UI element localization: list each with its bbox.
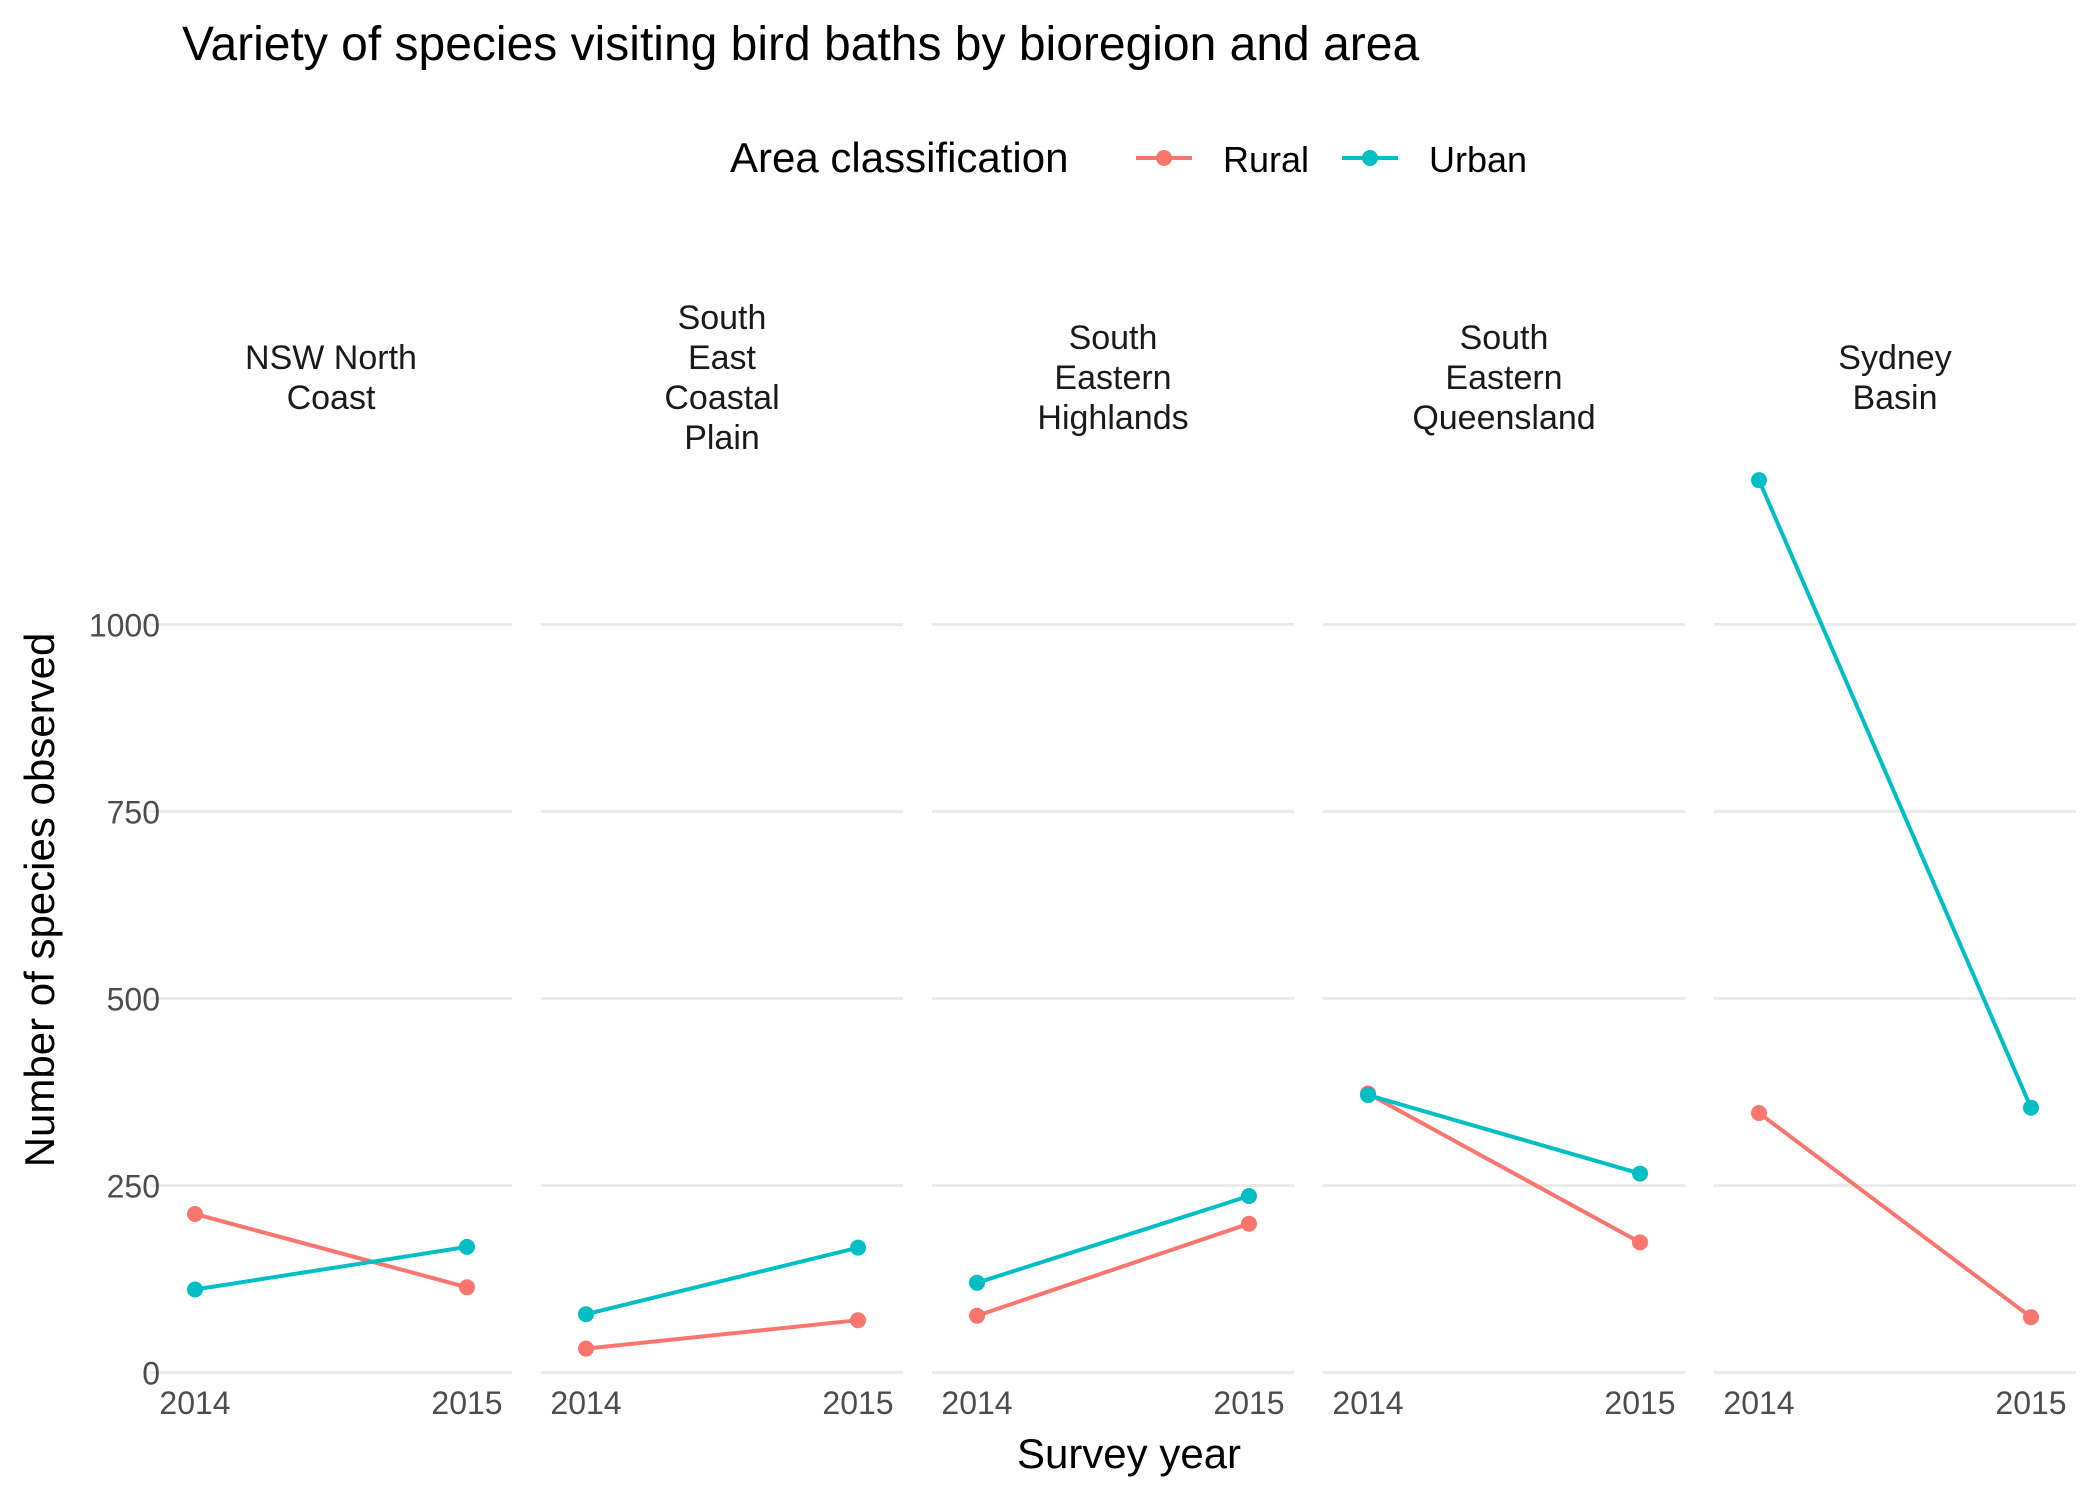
data-point-urban — [1360, 1087, 1376, 1104]
series-line-rural — [976, 1221, 1250, 1318]
legend-label-urban: Urban — [1429, 139, 1527, 180]
series-line-rural — [194, 1212, 468, 1290]
data-point-rural — [1241, 1215, 1257, 1232]
y-axis: 0 250 500 750 1000 — [89, 608, 160, 1392]
data-point-rural — [578, 1340, 594, 1357]
facet-strip-label: NSW North Coast — [245, 339, 417, 417]
data-point-urban — [459, 1238, 475, 1255]
data-point-rural — [2023, 1309, 2039, 1326]
facet-panel-south-eastern-queensland: South Eastern Queensland 2014 2015 — [1323, 319, 1685, 1421]
data-point-rural — [969, 1307, 985, 1324]
x-tick-label: 2014 — [1332, 1385, 1403, 1421]
chart-title: Variety of species visiting bird baths b… — [182, 18, 1419, 71]
data-point-urban — [187, 1281, 203, 1298]
facet-strip-label: South Eastern Highlands — [1037, 319, 1188, 437]
facet-panel-sydney-basin: Sydney Basin 2014 2015 — [1714, 339, 2076, 1421]
data-point-rural — [1632, 1234, 1648, 1251]
y-axis-title: Number of species observed — [16, 633, 63, 1168]
legend-key-point-urban — [1362, 150, 1378, 166]
data-point-rural — [1751, 1104, 1767, 1121]
legend-label-rural: Rural — [1223, 139, 1309, 180]
series-line-rural — [585, 1318, 859, 1351]
data-point-urban — [1632, 1165, 1648, 1182]
series-line-urban — [1367, 1093, 1641, 1176]
x-tick-label: 2014 — [1723, 1385, 1794, 1421]
facet-strip-label: South Eastern Queensland — [1412, 319, 1595, 437]
y-tick-label: 1000 — [89, 608, 160, 644]
facet-panel-nsw-north-coast: NSW North Coast 2014 2015 — [150, 339, 512, 1421]
data-point-urban — [1241, 1188, 1257, 1205]
y-tick-label: 500 — [107, 982, 160, 1018]
data-point-rural — [850, 1312, 866, 1329]
x-tick-label: 2014 — [159, 1385, 230, 1421]
facet-strip-label: South East Coastal Plain — [664, 299, 779, 457]
legend: Area classification Rural Urban — [730, 134, 1527, 181]
y-tick-label: 750 — [107, 795, 160, 831]
x-tick-label: 2015 — [822, 1385, 893, 1421]
x-tick-label: 2015 — [431, 1385, 502, 1421]
facet-strip-label: Sydney Basin — [1838, 339, 1951, 417]
x-tick-label: 2015 — [1604, 1385, 1675, 1421]
series-line-urban — [585, 1245, 859, 1317]
data-point-urban — [850, 1239, 866, 1256]
facet-panel-south-east-coastal-plain: South East Coastal Plain 2014 2015 — [541, 299, 903, 1421]
y-tick-label: 0 — [142, 1356, 160, 1392]
x-tick-label: 2015 — [1213, 1385, 1284, 1421]
legend-title: Area classification — [730, 134, 1068, 181]
series-line-rural — [1367, 1091, 1641, 1245]
data-point-urban — [969, 1274, 985, 1291]
series-line-urban — [1757, 479, 2033, 1109]
data-point-rural — [187, 1205, 203, 1222]
y-tick-label: 250 — [107, 1169, 160, 1205]
series-line-urban — [976, 1194, 1250, 1285]
data-point-urban — [2023, 1099, 2039, 1116]
facet-panel-south-eastern-highlands: South Eastern Highlands 2014 2015 — [932, 319, 1294, 1421]
legend-key-point-rural — [1156, 150, 1172, 166]
x-tick-label: 2014 — [550, 1385, 621, 1421]
x-tick-label: 2015 — [1995, 1385, 2066, 1421]
data-point-urban — [1751, 472, 1767, 489]
data-point-rural — [459, 1279, 475, 1296]
x-tick-label: 2014 — [941, 1385, 1012, 1421]
data-point-urban — [578, 1306, 594, 1323]
x-axis-title: Survey year — [1017, 1430, 1241, 1477]
series-line-urban — [194, 1244, 468, 1292]
series-line-rural — [1757, 1111, 2033, 1319]
